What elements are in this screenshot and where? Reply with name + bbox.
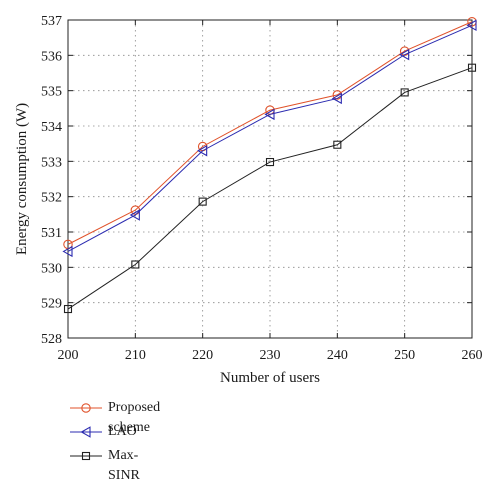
legend-label-max-sinr: Max-SINR	[108, 448, 140, 483]
x-axis-ticks: 200 210 220 230 240 250 260	[58, 20, 483, 363]
x-tick-label: 240	[327, 348, 348, 363]
data-series	[62, 17, 477, 314]
legend-label-proposed-scheme: Proposed scheme	[108, 400, 161, 435]
data-point-lao	[466, 19, 477, 32]
y-tick-label: 536	[41, 49, 62, 64]
series-line-max-sinr	[67, 67, 473, 310]
legend-swatch-lao	[70, 426, 102, 438]
y-tick-label: 532	[41, 191, 62, 206]
series-line-lao	[67, 24, 473, 252]
x-tick-label: 220	[192, 348, 213, 363]
y-tick-label: 535	[41, 85, 62, 100]
x-tick-label: 210	[125, 348, 146, 363]
x-axis-label: Number of users	[220, 370, 320, 386]
legend-swatch-max-sinr	[70, 451, 102, 461]
data-point-max-sinr	[63, 304, 73, 314]
y-tick-label: 530	[41, 261, 62, 276]
y-tick-label: 528	[41, 332, 62, 347]
data-point-max-sinr	[198, 197, 207, 206]
data-point-max-sinr	[400, 88, 409, 97]
x-tick-label: 230	[260, 348, 281, 363]
data-point-lao	[264, 108, 275, 121]
series-line-proposed-scheme	[67, 21, 473, 245]
data-point-lao	[331, 92, 342, 105]
x-tick-label: 200	[58, 348, 79, 363]
data-point-max-sinr	[467, 63, 477, 72]
data-point-max-sinr	[131, 260, 140, 269]
data-point-lao	[129, 209, 140, 221]
data-point-lao	[197, 144, 208, 157]
y-tick-label: 537	[41, 14, 62, 29]
data-point-max-sinr	[265, 157, 275, 167]
data-point-lao	[62, 245, 73, 258]
y-tick-label: 533	[41, 155, 62, 170]
y-tick-label: 531	[41, 226, 62, 241]
data-point-lao	[399, 48, 410, 61]
x-tick-label: 250	[394, 348, 415, 363]
grid-lines	[68, 20, 472, 338]
legend-swatch-proposed-scheme	[70, 403, 102, 413]
y-axis-ticks: 528 529 530 531 532 533 534 535 536 537	[41, 14, 472, 347]
data-point-max-sinr	[333, 140, 342, 149]
line-chart: 200 210 220 230 240 250 260 528 529 530 531 532 533…	[14, 14, 483, 386]
legend-label-lao: LAO	[108, 424, 137, 439]
x-tick-label: 260	[462, 348, 483, 363]
y-tick-label: 529	[41, 297, 62, 312]
y-axis-label: Energy consumption (W)	[14, 103, 30, 255]
y-tick-label: 534	[41, 120, 62, 135]
